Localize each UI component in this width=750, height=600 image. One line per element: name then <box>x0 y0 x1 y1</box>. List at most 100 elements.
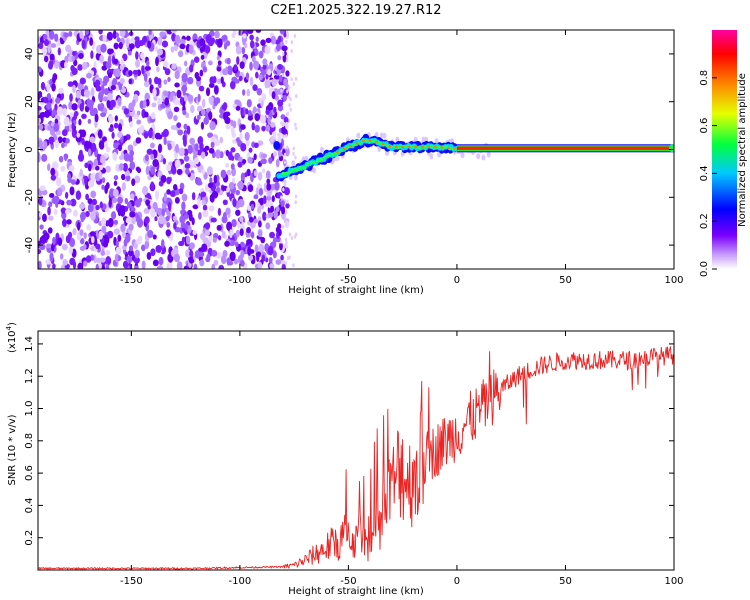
noise-blob <box>95 204 100 211</box>
noise-blob <box>157 97 161 106</box>
noise-blob <box>278 75 283 83</box>
noise-blob <box>226 169 232 176</box>
noise-blob <box>218 265 224 269</box>
noise-blob <box>146 252 152 260</box>
noise-blob <box>90 236 95 244</box>
noise-blob <box>126 255 133 264</box>
spectrogram-panel: -150 -100 -50 0 50 100 -40 -20 0 20 40 Height of s… <box>7 29 684 296</box>
noise-blob <box>157 170 163 177</box>
noise-blob <box>51 109 55 117</box>
noise-blob <box>78 118 82 126</box>
noise-blob <box>285 145 289 150</box>
noise-blob <box>46 163 51 172</box>
noise-blob <box>181 193 188 202</box>
top-y-tick-label: 40 <box>24 48 35 61</box>
noise-blob <box>288 232 292 237</box>
noise-blob <box>180 209 185 215</box>
noise-blob <box>123 108 130 115</box>
noise-blob <box>185 112 190 119</box>
noise-blob <box>172 215 178 221</box>
noise-blob <box>277 132 282 138</box>
noise-blob <box>158 256 164 266</box>
noise-blob <box>240 124 246 130</box>
noise-blob <box>268 256 273 264</box>
noise-blob <box>38 117 42 124</box>
noise-blob <box>175 143 180 154</box>
noise-blob <box>163 192 167 202</box>
noise-blob <box>283 152 287 157</box>
noise-blob <box>267 245 274 256</box>
noise-blob <box>49 53 55 61</box>
noise-blob <box>293 234 297 239</box>
noise-blob <box>165 229 172 237</box>
noise-blob <box>105 249 111 256</box>
noise-blob <box>229 251 236 262</box>
noise-blob <box>273 106 277 114</box>
noise-blob <box>110 99 116 108</box>
noise-blob <box>208 205 215 212</box>
noise-blob <box>275 206 280 213</box>
noise-blob <box>98 30 103 35</box>
signal-blob-core <box>330 153 334 157</box>
noise-blob <box>255 36 259 42</box>
noise-blob <box>113 228 120 235</box>
noise-blob <box>247 184 254 193</box>
noise-blob <box>102 34 107 43</box>
noise-blob <box>60 165 66 172</box>
signal-halo <box>382 132 387 139</box>
noise-blob <box>284 237 288 242</box>
noise-blob <box>101 225 107 234</box>
noise-blob <box>282 51 285 56</box>
noise-blob <box>48 201 53 208</box>
noise-blob <box>192 230 198 236</box>
noise-blob <box>163 90 169 97</box>
noise-blob <box>209 121 216 131</box>
top-y-tick-label: 0 <box>24 146 35 152</box>
signal-blob-core <box>423 145 428 149</box>
noise-blob <box>269 263 275 269</box>
noise-blob <box>194 250 201 259</box>
signal-blob-core <box>364 139 369 143</box>
noise-blob <box>260 39 266 46</box>
noise-blob <box>106 98 111 109</box>
noise-blob <box>261 93 267 101</box>
noise-blob <box>157 36 163 46</box>
noise-blob <box>150 153 155 160</box>
noise-blob <box>176 122 182 128</box>
noise-blob <box>91 198 98 206</box>
noise-blob <box>71 103 78 111</box>
noise-blob <box>189 242 195 250</box>
noise-blob <box>157 143 163 154</box>
snr-panel: -150 -100 -50 0 50 100 0.2 0.4 0.6 0.8 1.0 1.2 1.4 H… <box>5 322 684 597</box>
noise-blob <box>141 65 145 75</box>
noise-blob <box>235 229 240 238</box>
noise-blob <box>213 259 219 266</box>
noise-blob <box>55 97 61 104</box>
top-y-axis-label: Frequency (Hz) <box>7 112 18 188</box>
noise-blob <box>85 255 92 263</box>
noise-blob <box>170 165 175 173</box>
noise-blob <box>109 48 114 54</box>
noise-blob <box>71 55 75 62</box>
noise-blob <box>100 217 107 227</box>
noise-blob <box>247 156 253 164</box>
noise-blob <box>119 163 124 171</box>
noise-blob <box>146 148 153 155</box>
noise-blob <box>290 236 294 241</box>
noise-blob <box>232 120 237 129</box>
noise-blob <box>54 118 59 125</box>
noise-blob <box>95 257 101 264</box>
signal-halo <box>476 153 481 160</box>
noise-blob <box>45 243 52 249</box>
noise-blob <box>266 178 271 185</box>
noise-blob <box>125 38 130 49</box>
noise-blob <box>288 103 291 108</box>
noise-blob <box>38 42 44 50</box>
noise-blob <box>177 50 184 58</box>
noise-blob <box>292 146 295 151</box>
noise-blob <box>121 173 126 181</box>
noise-blob <box>62 218 67 228</box>
signal-halo <box>429 153 434 160</box>
noise-blob <box>135 59 140 68</box>
noise-blob <box>102 79 108 86</box>
